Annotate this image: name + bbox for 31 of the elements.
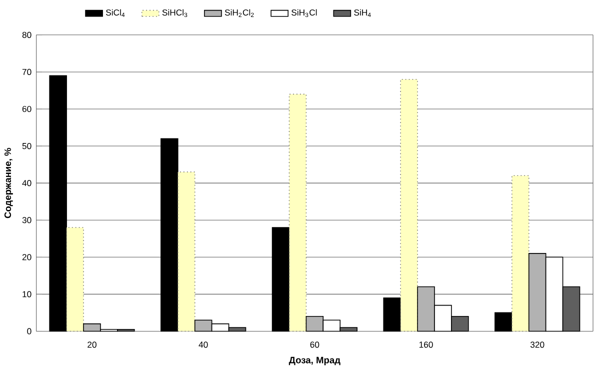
legend-label: SiH$_{4}$ xyxy=(354,9,371,17)
x-tick-label: 40 xyxy=(198,342,208,348)
x-tick-label: 320 xyxy=(530,342,544,348)
bar xyxy=(400,78,418,332)
y-axis-title: Содержание, % xyxy=(4,148,13,218)
bar xyxy=(288,94,307,332)
x-tick-label: 20 xyxy=(88,342,96,348)
bar xyxy=(383,297,401,332)
y-tick-label: 10 xyxy=(22,291,32,298)
legend-label: SiH$_{3}$Cl xyxy=(292,9,317,17)
x-axis-title: Доза, Мрад xyxy=(288,356,340,366)
y-tick-label: 80 xyxy=(22,32,32,38)
bar xyxy=(272,227,290,332)
y-tick-label: 30 xyxy=(22,217,32,224)
bar xyxy=(177,172,196,332)
x-tick-label: 160 xyxy=(419,342,433,348)
legend-label: SiHCl$_{3}$ xyxy=(162,9,188,17)
bar xyxy=(49,75,67,332)
y-tick-label: 0 xyxy=(27,328,32,334)
y-tick-label: 40 xyxy=(22,180,32,186)
legend-label: SiCl$_{4}$ xyxy=(106,9,125,17)
y-tick-label: 60 xyxy=(22,106,32,112)
legend-label: SiH$_{2}$Cl$_{2}$ xyxy=(224,9,254,17)
bar xyxy=(160,138,178,332)
y-tick-label: 70 xyxy=(22,68,32,75)
bar xyxy=(66,227,84,332)
bar xyxy=(512,175,530,332)
y-tick-label: 50 xyxy=(22,142,32,150)
x-tick-label: 60 xyxy=(310,342,320,348)
bar xyxy=(494,312,512,332)
y-tick-label: 20 xyxy=(22,254,32,260)
